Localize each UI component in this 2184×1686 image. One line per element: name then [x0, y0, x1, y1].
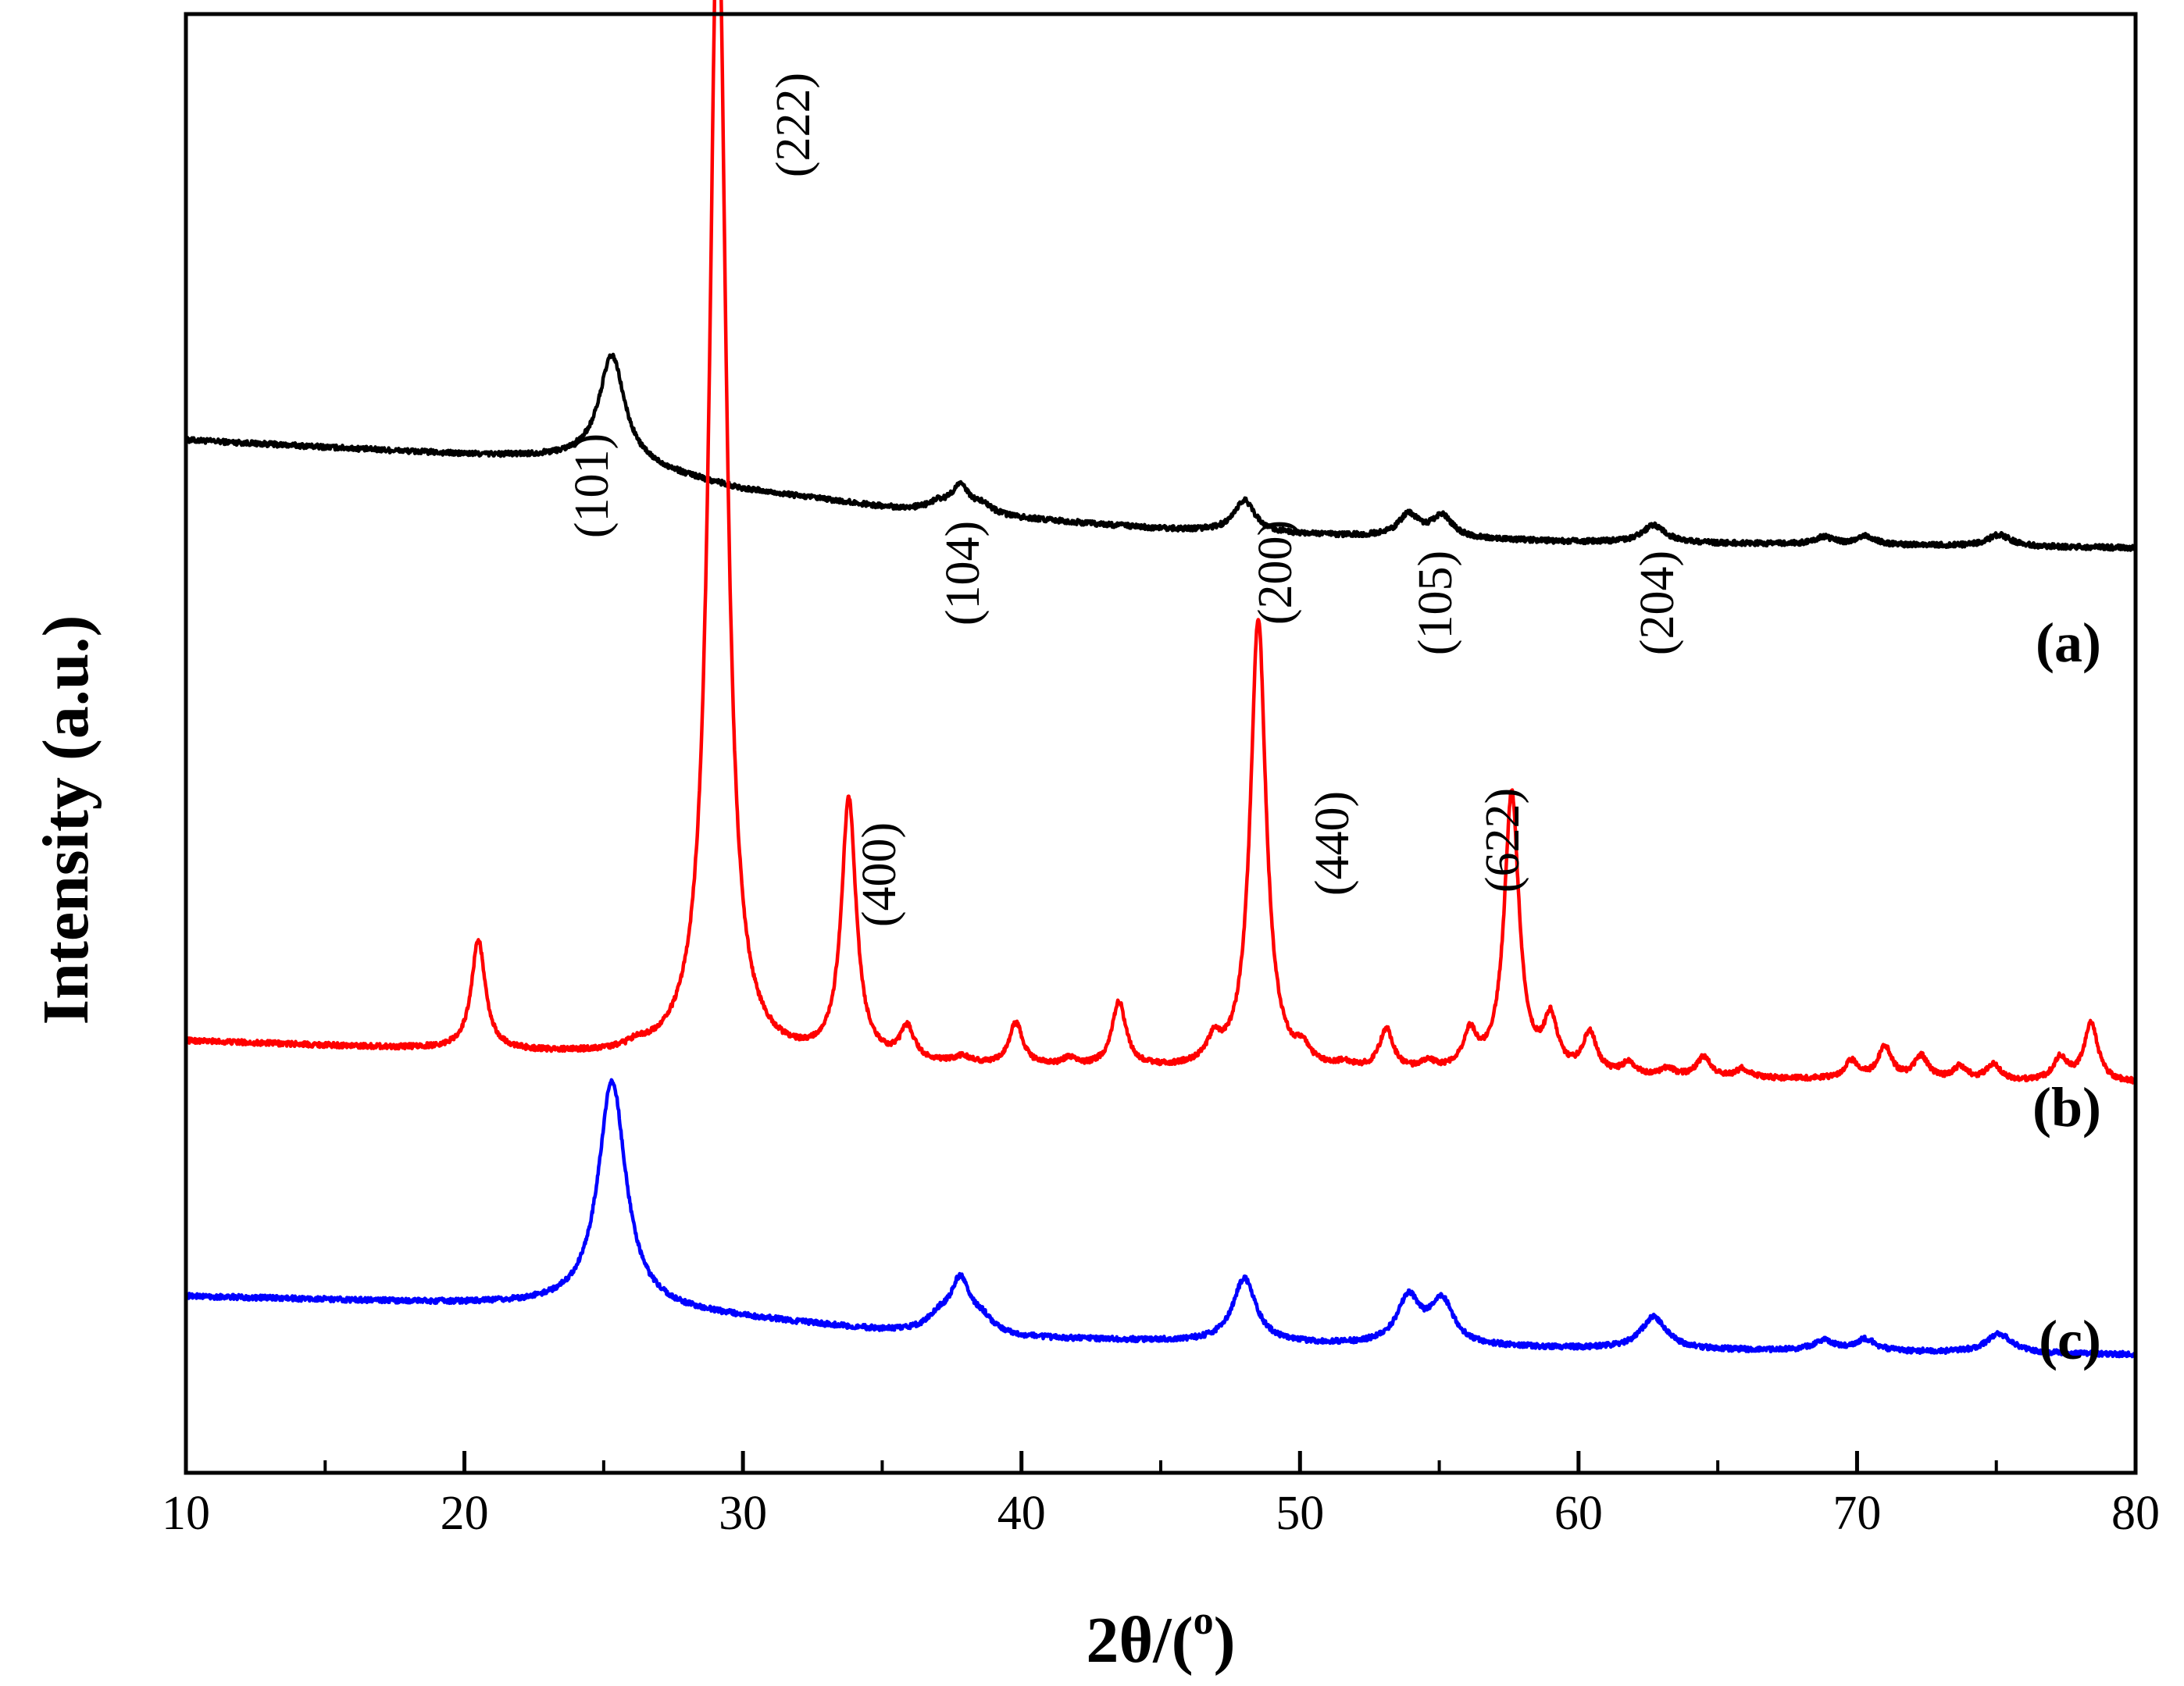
annotation-101: (101) [566, 433, 619, 538]
x-tick-label-10: 10 [162, 1487, 210, 1540]
x-tick-label-50: 50 [1276, 1487, 1324, 1540]
x-axis-ticks [184, 1451, 2138, 1473]
annotation-622: (622) [1476, 788, 1529, 893]
series-line-b [184, 0, 2138, 1085]
annotation-200: (200) [1249, 520, 1302, 625]
series-tag-b: (b) [2032, 1076, 2101, 1139]
x-axis-tick-labels: 10 20 30 40 50 60 70 80 [162, 1487, 2160, 1540]
y-axis-title: Intensity (a.u.) [30, 615, 102, 1025]
series-group [184, 0, 2138, 1359]
series-line-a [184, 352, 2138, 552]
annotation-105: (105) [1409, 551, 1462, 655]
annotation-440: (440) [1306, 791, 1359, 896]
annotation-400: (400) [853, 822, 906, 927]
x-tick-label-80: 80 [2111, 1487, 2160, 1540]
x-tick-label-20: 20 [441, 1487, 489, 1540]
series-tags: (a) (b) (c) [2032, 611, 2101, 1371]
x-axis-title: 2θ/(o) [1086, 1599, 1235, 1677]
x-tick-label-30: 30 [719, 1487, 767, 1540]
series-line-c [184, 1078, 2137, 1359]
x-tick-label-70: 70 [1832, 1487, 1881, 1540]
annotations-group: (101) (104) (200) (105) (204) (222) (400… [566, 73, 1684, 927]
annotation-104: (104) [937, 521, 990, 626]
x-tick-label-40: 40 [997, 1487, 1046, 1540]
plot-frame [184, 12, 2138, 1475]
series-tag-a: (a) [2036, 611, 2101, 674]
annotation-222: (222) [767, 73, 820, 177]
x-tick-label-60: 60 [1554, 1487, 1603, 1540]
series-tag-c: (c) [2039, 1309, 2101, 1371]
annotation-204: (204) [1631, 551, 1684, 655]
